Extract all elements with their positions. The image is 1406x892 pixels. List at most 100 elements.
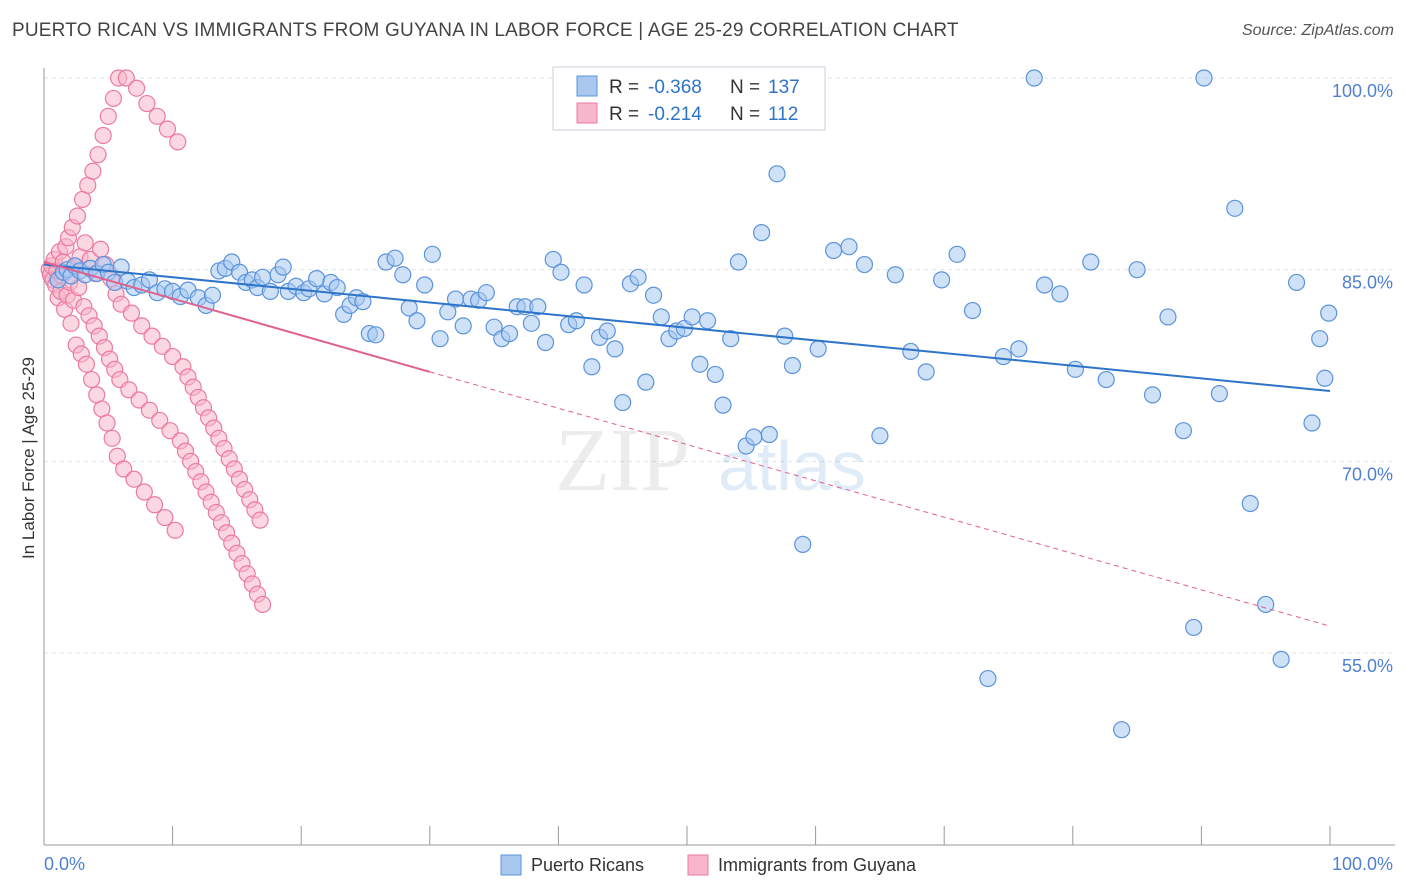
legend-r-value-2: -0.214: [648, 104, 702, 125]
series-puerto-rican-points: [49, 69, 1338, 739]
puerto-rican-point-131: [1195, 69, 1213, 87]
puerto-rican-point-63: [477, 284, 495, 302]
guyana-point-22: [68, 207, 87, 225]
legend-swatch-pink: [576, 102, 598, 124]
puerto-rican-point-32: [254, 268, 272, 286]
guyana-point-69: [145, 496, 164, 514]
bottom-legend-swatch-pink: [687, 854, 709, 876]
y-tick-label-1: 70.0%: [1342, 464, 1393, 484]
guyana-point-40: [91, 240, 110, 258]
bottom-legend-label-2: Immigrants from Guyana: [718, 855, 917, 875]
guyana-point-45: [98, 414, 116, 432]
guyana-point-62: [127, 79, 146, 97]
puerto-rican-point-124: [1097, 370, 1115, 389]
puerto-rican-point-132: [1210, 385, 1229, 403]
watermark-zip: ZIP: [555, 411, 690, 510]
puerto-rican-point-69: [522, 314, 540, 332]
puerto-rican-point-72: [544, 250, 562, 269]
legend-n-label-1: N =: [730, 77, 760, 98]
puerto-rican-point-133: [1226, 199, 1244, 217]
puerto-rican-point-35: [274, 258, 292, 276]
puerto-rican-point-139: [1311, 330, 1329, 348]
puerto-rican-point-127: [1143, 386, 1162, 404]
puerto-rican-point-114: [948, 245, 966, 263]
legend-n-label-2: N =: [730, 104, 760, 125]
y-tick-label-0: 55.0%: [1342, 656, 1393, 676]
puerto-rican-point-49: [367, 326, 385, 344]
puerto-rican-point-43: [328, 278, 346, 297]
puerto-rican-point-138: [1303, 414, 1321, 432]
trend-lines: [43, 261, 1331, 627]
series-guyana-points: [40, 69, 272, 614]
guyana-point-61: [125, 470, 143, 488]
puerto-rican-point-79: [598, 322, 616, 340]
guyana-point-28: [76, 234, 94, 252]
puerto-rican-point-95: [722, 330, 740, 348]
puerto-rican-point-105: [809, 340, 827, 358]
bottom-legend-swatch-blue: [500, 854, 522, 876]
guyana-point-110: [251, 511, 269, 529]
puerto-rican-point-76: [575, 276, 593, 294]
puerto-rican-point-40: [308, 270, 326, 288]
puerto-rican-point-101: [768, 165, 786, 183]
guyana-point-42: [94, 126, 112, 145]
guyana-point-67: [140, 401, 159, 419]
puerto-rican-point-73: [552, 263, 570, 281]
puerto-rican-point-140: [1316, 369, 1334, 387]
guyana-point-33: [82, 370, 101, 389]
guyana-point-65: [135, 483, 153, 501]
puerto-rican-point-81: [614, 393, 632, 412]
y-tick-label-3: 100.0%: [1332, 81, 1393, 101]
puerto-rican-point-86: [652, 308, 670, 326]
puerto-rican-point-91: [691, 355, 709, 373]
puerto-rican-point-80: [606, 340, 624, 358]
puerto-rican-point-55: [416, 276, 434, 294]
puerto-rican-point-54: [408, 312, 426, 330]
guyana-trend-line: [43, 261, 431, 373]
axes: [43, 68, 1395, 846]
guyana-point-46: [99, 107, 117, 125]
puerto-rican-point-113: [933, 271, 951, 289]
guyana-point-38: [89, 146, 107, 164]
puerto-rican-point-110: [886, 266, 904, 284]
puerto-rican-point-125: [1113, 721, 1131, 739]
guyana-point-57: [115, 460, 133, 478]
puerto-rican-point-106: [825, 241, 843, 260]
guyana-point-60: [122, 304, 141, 322]
puerto-rican-point-137: [1287, 273, 1306, 292]
chart-title: PUERTO RICAN VS IMMIGRANTS FROM GUYANA I…: [12, 20, 959, 41]
puerto-rican-point-57: [431, 330, 449, 348]
puerto-rican-point-123: [1082, 253, 1100, 271]
puerto-rican-point-52: [394, 266, 412, 284]
guyana-point-77: [166, 521, 184, 539]
puerto-rican-point-71: [536, 333, 555, 352]
puerto-rican-point-120: [1035, 276, 1054, 294]
x-tick-label-1: 100.0%: [1332, 854, 1393, 874]
guyana-point-71: [151, 411, 169, 430]
puerto-rican-point-111: [902, 342, 920, 361]
puerto-rican-point-77: [583, 358, 601, 376]
puerto-rican-point-104: [794, 535, 812, 553]
bottom-legend: Puerto Ricans Immigrants from Guyana: [500, 854, 917, 876]
puerto-rican-point-70: [529, 298, 547, 316]
puerto-rican-point-126: [1128, 261, 1146, 279]
puerto-rican-point-66: [500, 324, 519, 343]
puerto-rican-point-90: [683, 308, 701, 326]
puerto-rican-point-121: [1051, 285, 1069, 303]
guyana-point-75: [161, 422, 179, 440]
puerto-rican-point-109: [871, 427, 889, 445]
legend-r-label-1: R =: [609, 77, 639, 98]
puerto-rican-point-108: [855, 255, 874, 274]
puerto-rican-point-103: [783, 356, 802, 375]
puerto-rican-point-119: [1025, 69, 1043, 87]
guyana-point-63: [130, 391, 148, 409]
source-label: Source: ZipAtlas.com: [1241, 22, 1394, 39]
guyana-point-74: [158, 120, 177, 138]
puerto-rican-point-115: [963, 301, 982, 320]
y-axis-label: In Labor Force | Age 25-29: [19, 357, 38, 559]
puerto-rican-point-100: [760, 425, 778, 444]
puerto-rican-point-85: [644, 286, 663, 304]
puerto-rican-point-141: [1320, 304, 1338, 322]
puerto-rican-point-122: [1066, 360, 1084, 378]
guyana-point-64: [133, 317, 151, 335]
